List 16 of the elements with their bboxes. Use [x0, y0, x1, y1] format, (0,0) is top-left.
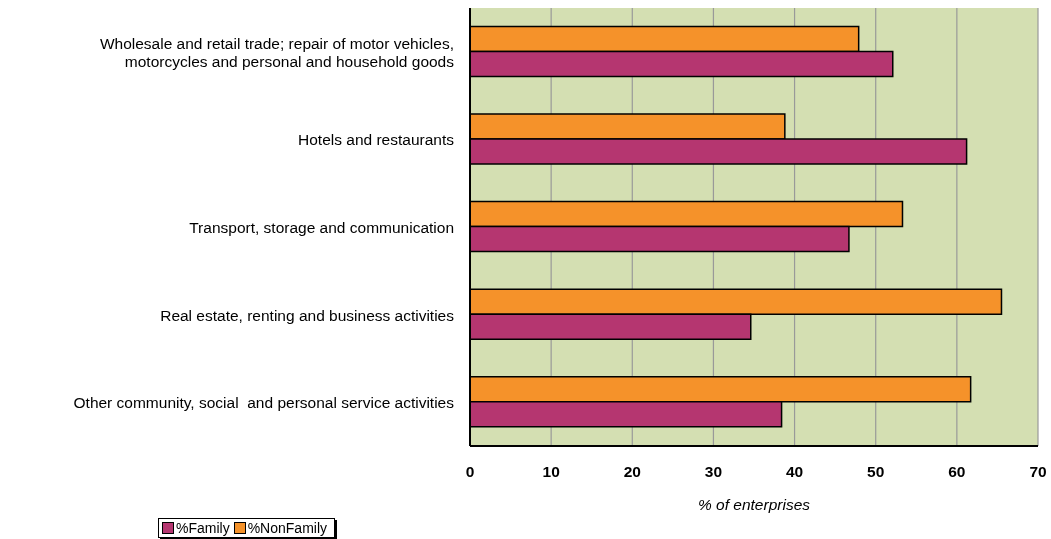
y-tick-label: Other community, social and personal service activities: [73, 393, 455, 411]
x-tick-label: 20: [623, 463, 641, 481]
y-tick-label: Transport, storage and communication: [189, 218, 454, 236]
y-tick-label: Hotels and restaurants: [298, 130, 455, 148]
x-tick-label: 50: [867, 463, 885, 481]
x-tick-label: 0: [465, 463, 475, 481]
legend-label: %Family: [175, 520, 230, 536]
legend-label: %NonFamily: [246, 520, 328, 536]
y-tick-label: Wholesale and retail trade; repair of motor vehicles, motorcycles and personal and household goods: [99, 34, 455, 70]
x-axis-title: % of enterprises: [698, 496, 811, 513]
x-tick-label: 40: [785, 463, 804, 481]
y-tick-label: Real estate, renting and business activities: [160, 306, 455, 324]
x-tick-label: 10: [542, 463, 560, 481]
x-tick-label: 30: [704, 463, 723, 481]
x-tick-label: 70: [1029, 463, 1047, 481]
x-tick-label: 60: [948, 463, 966, 481]
